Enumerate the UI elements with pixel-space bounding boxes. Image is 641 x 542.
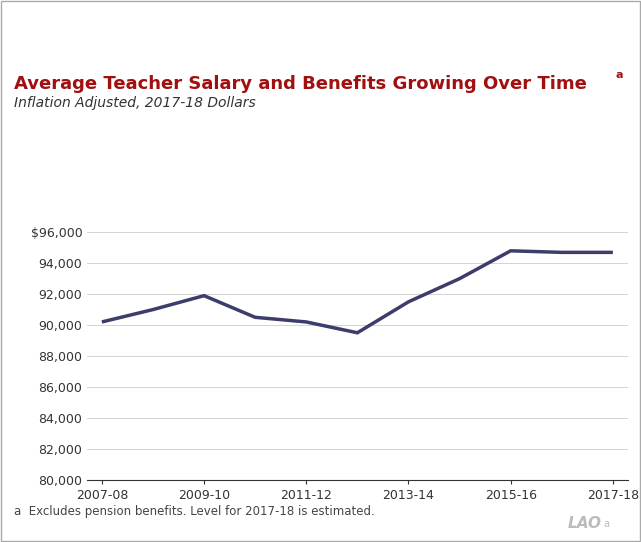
Text: a: a [604,519,610,529]
Text: Average Teacher Salary and Benefits Growing Over Time: Average Teacher Salary and Benefits Grow… [14,75,587,93]
Text: a: a [615,70,623,80]
Text: Figure 7: Figure 7 [14,11,85,26]
Text: Inflation Adjusted, 2017-18 Dollars: Inflation Adjusted, 2017-18 Dollars [14,96,256,111]
Text: a  Excludes pension benefits. Level for 2017-18 is estimated.: a Excludes pension benefits. Level for 2… [14,505,375,518]
Text: LAO: LAO [567,516,601,531]
